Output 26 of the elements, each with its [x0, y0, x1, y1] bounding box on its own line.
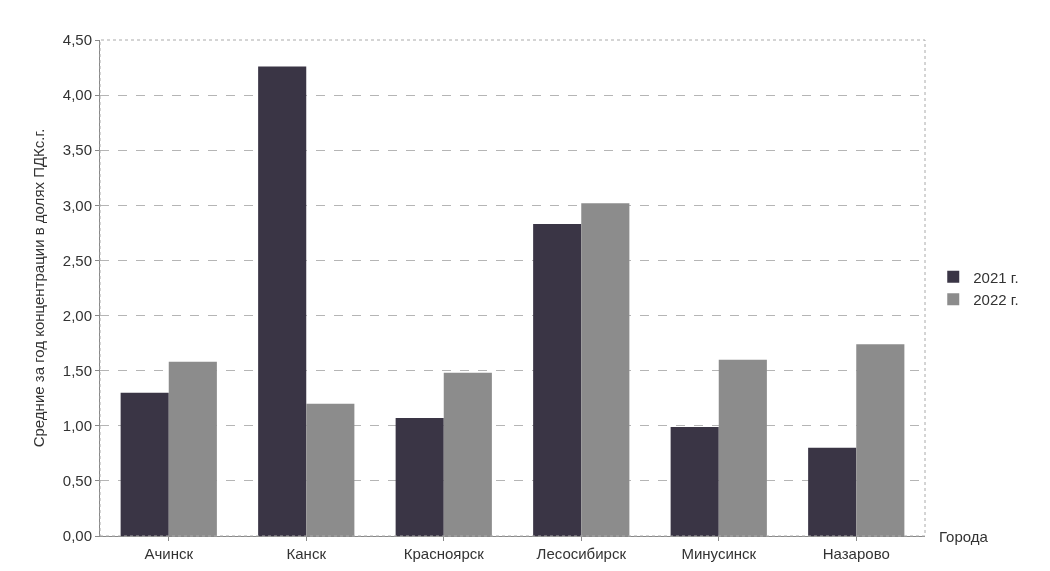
y-tick-label: 3,00: [62, 196, 92, 214]
x-tick-label: Ачинск: [144, 545, 194, 562]
y-tick-label: 1,50: [62, 361, 92, 379]
y-tick-label: 2,00: [62, 306, 92, 324]
y-tick-label: 2,50: [62, 251, 92, 269]
y-tick-label: 3,50: [62, 141, 92, 159]
x-axis-title: Города: [939, 528, 989, 545]
y-tick-label: 0,50: [62, 472, 92, 490]
y-tick-label: 4,00: [62, 86, 92, 104]
bar: [670, 426, 719, 536]
x-tick-label: Лесосибирск: [536, 545, 627, 562]
legend-label: 2022 г.: [973, 291, 1019, 309]
x-tick-label: Канск: [286, 545, 327, 562]
bar: [808, 447, 857, 536]
bar: [395, 418, 444, 536]
x-tick-label: Назарово: [822, 545, 890, 562]
y-axis-title: Средние за год концентрации в долях ПДКс.г.: [30, 128, 48, 448]
bar: [533, 224, 582, 536]
legend-label: 2021 г.: [973, 268, 1019, 286]
x-tick-label: Красноярск: [403, 545, 485, 562]
bar: [258, 66, 307, 536]
x-tick-label: Минусинск: [681, 545, 757, 562]
y-tick-label: 0,00: [62, 527, 92, 545]
y-tick-label: 1,00: [62, 417, 92, 435]
y-tick-label: 4,50: [62, 31, 92, 49]
bar: [120, 392, 169, 536]
